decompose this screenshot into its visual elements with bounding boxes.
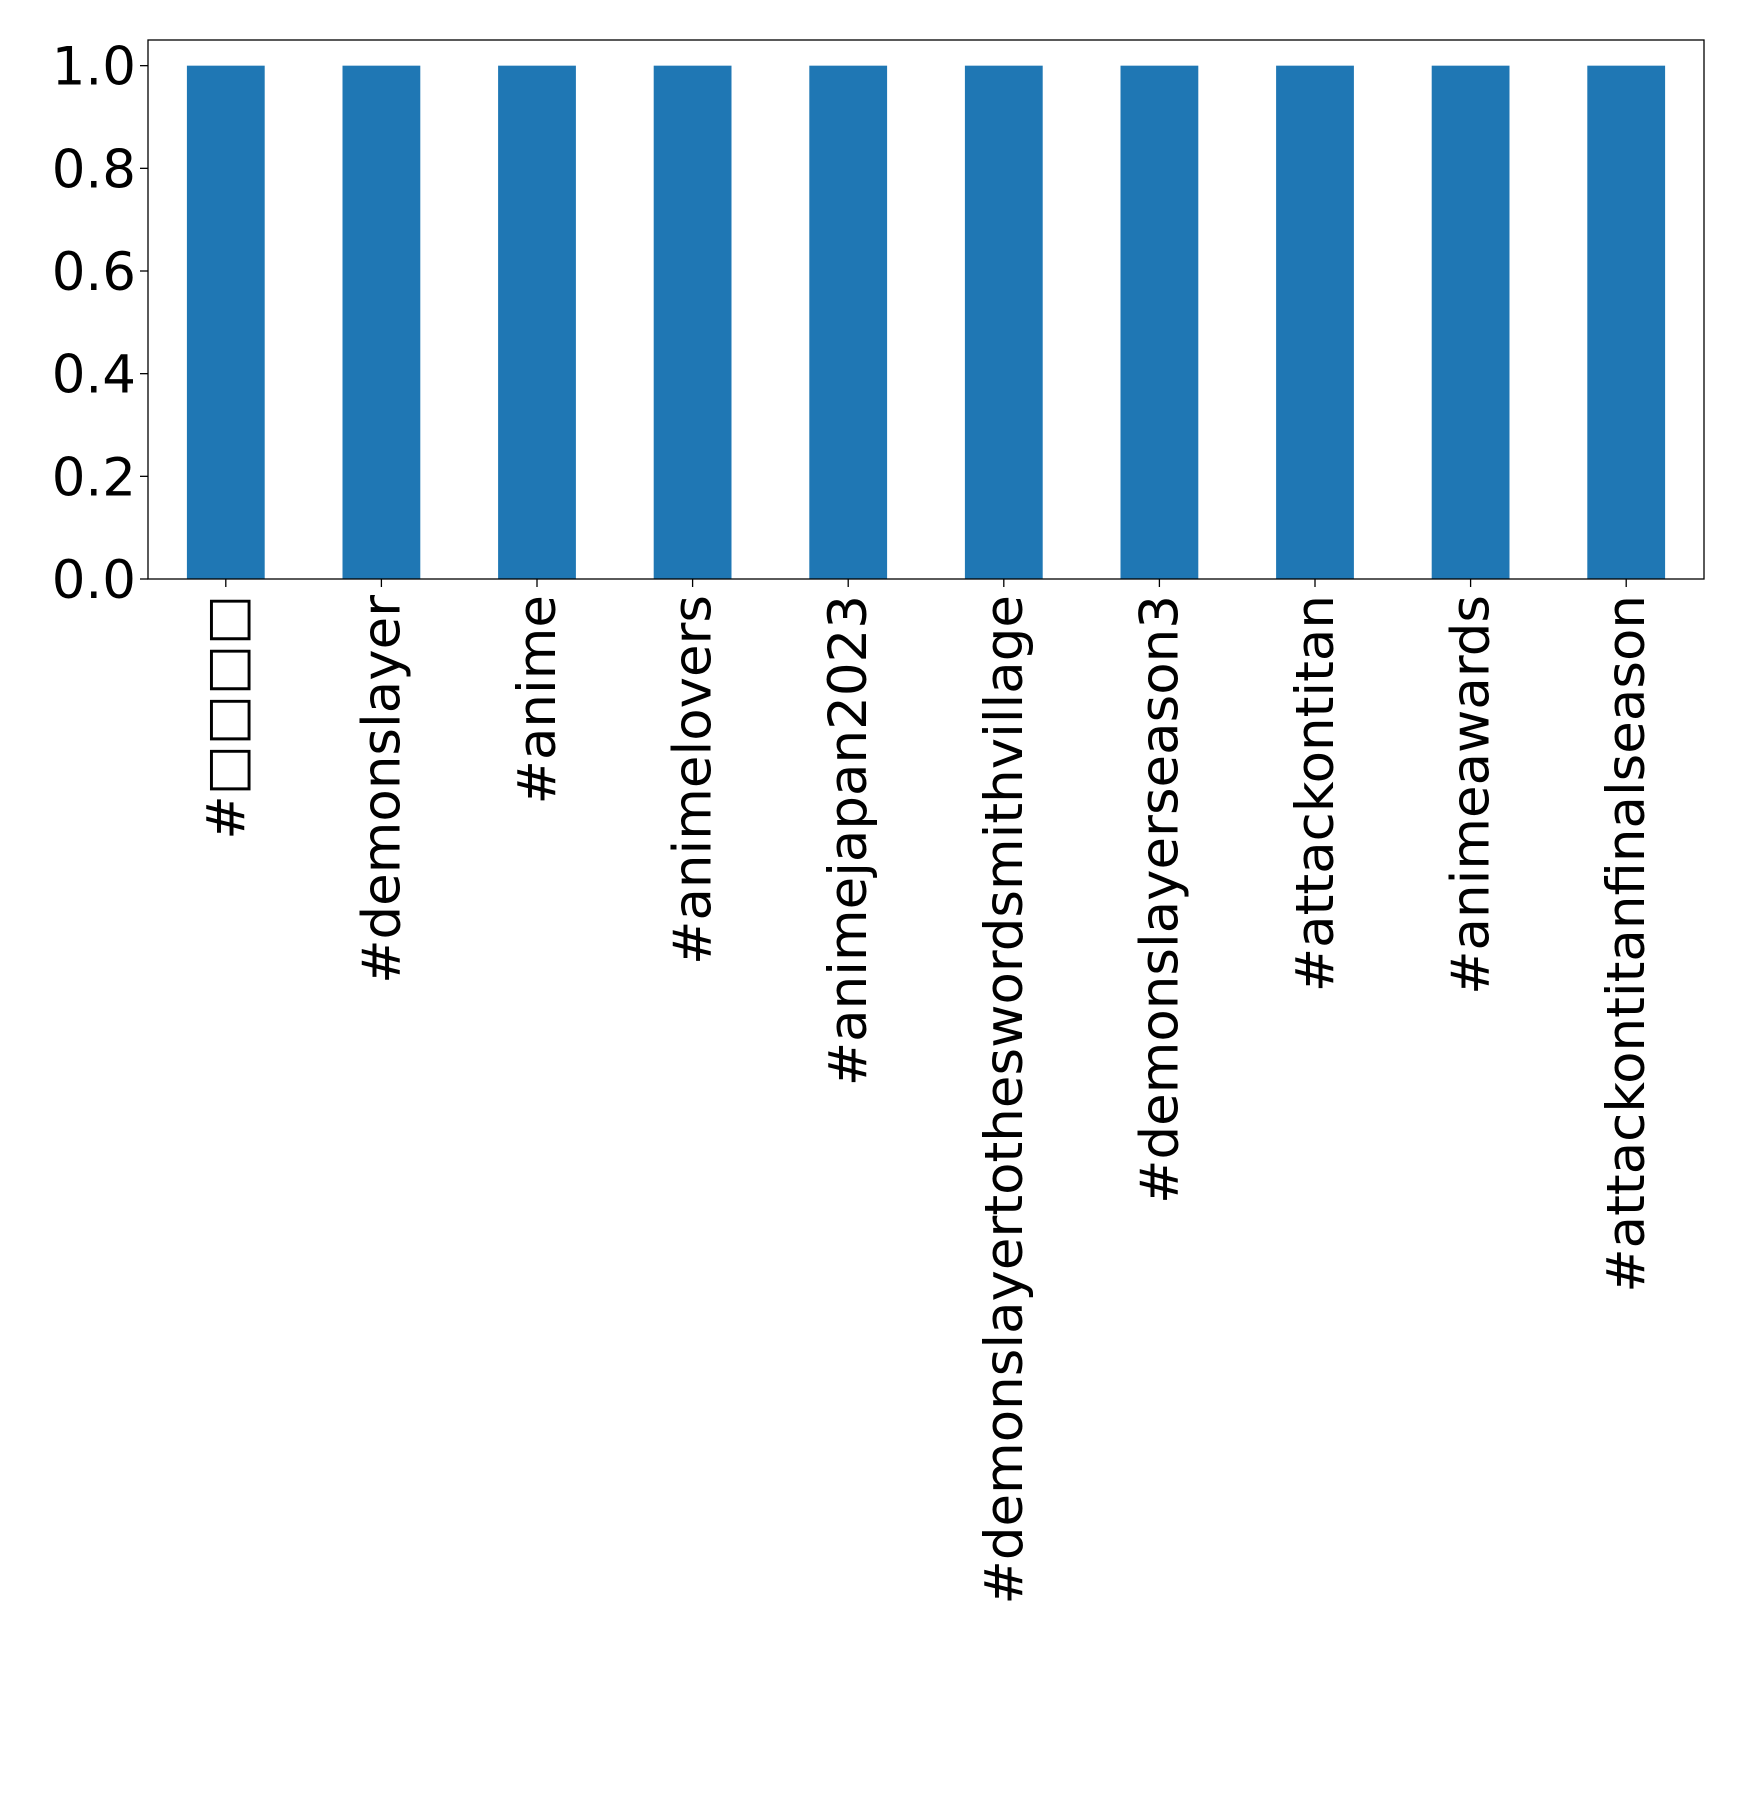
y-tick-label: 0.8 — [52, 139, 136, 200]
bars-layer — [186, 65, 1666, 580]
x-tick-label: #animejapan2023 — [818, 595, 879, 1086]
x-tick-label: #anime — [507, 595, 568, 804]
x-tick-label: #demonslayer — [351, 595, 412, 984]
y-tick-label: 0.0 — [52, 550, 136, 611]
x-tick-label: #animelovers — [663, 595, 724, 965]
x-tick-label: #animeawards — [1441, 595, 1502, 995]
x-axis: #□□□□ #demonslayer #anime #animelovers #anim… — [196, 579, 1657, 1605]
bar — [186, 65, 265, 580]
bar — [1431, 65, 1510, 580]
x-tick-label: #attackontitanfinalseason — [1596, 595, 1657, 1293]
bar — [342, 65, 421, 580]
bar — [809, 65, 888, 580]
y-tick-label: 0.6 — [52, 242, 136, 303]
bar — [1276, 65, 1354, 580]
y-tick-label: 0.2 — [52, 447, 136, 508]
bar — [1587, 65, 1666, 580]
x-tick-label: #demonslayerseason3 — [1129, 595, 1190, 1204]
bar — [1120, 65, 1199, 580]
y-axis: 0.0 0.2 0.4 0.6 0.8 1.0 — [52, 37, 148, 611]
y-tick-label: 1.0 — [52, 37, 136, 98]
x-tick-label: #□□□□ — [196, 595, 257, 840]
y-tick-label: 0.4 — [52, 345, 136, 406]
x-tick-label: #attackontitan — [1285, 595, 1346, 992]
x-tick-label: #demonslayertotheswordsmithvillage — [974, 595, 1035, 1605]
bar — [653, 65, 732, 580]
bar — [964, 65, 1043, 580]
bar — [498, 65, 576, 580]
plot-frame — [147, 39, 1705, 580]
